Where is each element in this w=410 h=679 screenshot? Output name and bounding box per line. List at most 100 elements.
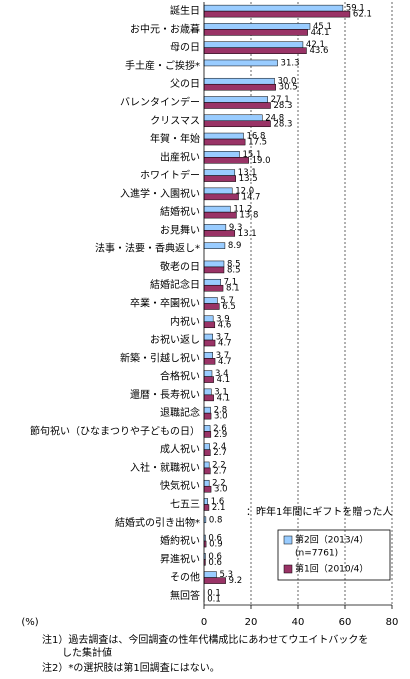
value-label: 3.7 xyxy=(216,333,230,343)
value-label: 13.8 xyxy=(239,211,258,221)
bar xyxy=(203,120,271,128)
legend-label: (n=7761) xyxy=(295,549,338,559)
value-label: 19.0 xyxy=(252,156,271,166)
y-tick-label: バレンタインデー xyxy=(120,96,200,109)
bar xyxy=(203,169,236,176)
value-label: 59.1 xyxy=(346,4,365,14)
y-tick-label: 無回答 xyxy=(170,589,200,602)
y-tick-label: 退職記念 xyxy=(160,406,200,419)
value-label: 9.3 xyxy=(229,223,243,233)
y-tick-label: 合格祝い xyxy=(160,370,200,383)
y-tick-label: 年賀・年始 xyxy=(150,132,200,145)
bar xyxy=(203,151,240,158)
value-label: 8.5 xyxy=(227,259,241,269)
y-tick-label: 新築・引越し祝い xyxy=(120,351,200,364)
y-tick-label: 快気祝い xyxy=(160,479,200,492)
value-label: 62.1 xyxy=(353,10,372,20)
y-tick-label: お中元・お歳暮 xyxy=(130,22,200,35)
value-label: 5.7 xyxy=(220,296,234,306)
bar xyxy=(203,321,216,329)
annotation: ：昨年1年間にギフトを贈った人 xyxy=(246,505,392,518)
value-label: 45.1 xyxy=(313,22,332,32)
bar xyxy=(203,132,244,140)
bar xyxy=(203,370,213,377)
bar xyxy=(203,230,236,237)
bar xyxy=(203,224,227,231)
value-label: 2.6 xyxy=(213,424,227,434)
x-tick-label: 20 xyxy=(245,617,258,628)
bar xyxy=(203,157,249,164)
bar xyxy=(203,59,278,67)
y-tick-label: 卒業・卒園祝い xyxy=(130,297,200,310)
y-tick-label: ホワイトデー xyxy=(140,169,200,182)
bar xyxy=(203,102,271,109)
y-tick-label: 手土産・ご挨拶* xyxy=(125,59,200,72)
bar xyxy=(203,297,218,304)
bar xyxy=(203,278,221,286)
bar xyxy=(203,4,344,12)
value-label: 4.7 xyxy=(218,339,232,349)
bar xyxy=(203,425,211,432)
legend-label: 第1回（2010/4） xyxy=(295,563,368,575)
x-tick-label: 0 xyxy=(201,617,207,628)
y-tick-label: 法事・法要・香典返し* xyxy=(95,242,200,255)
bar xyxy=(203,303,220,310)
bar xyxy=(203,498,209,505)
value-label: 2.2 xyxy=(212,460,226,470)
bar xyxy=(203,577,226,584)
value-label: 8.9 xyxy=(228,241,242,251)
value-label: 42.1 xyxy=(306,40,325,50)
value-label: 13.1 xyxy=(238,229,257,239)
note: した集計値 xyxy=(62,646,112,659)
bar xyxy=(203,83,276,91)
value-label: 3.7 xyxy=(216,351,230,361)
note: 注2）*の選択肢は第1回調査にはない。 xyxy=(42,661,220,674)
bar xyxy=(203,485,212,493)
value-label: 3.0 xyxy=(214,485,228,495)
bar xyxy=(203,10,351,18)
y-tick-label: 昇進祝い xyxy=(160,552,200,565)
value-label: 8.1 xyxy=(226,284,240,294)
bar xyxy=(203,388,212,396)
value-label: 8.5 xyxy=(227,265,241,275)
bar xyxy=(203,394,214,402)
value-label: 14.7 xyxy=(242,192,261,202)
value-label: 2.2 xyxy=(212,479,226,489)
value-label: 4.1 xyxy=(217,393,231,403)
value-label: 0.8 xyxy=(209,515,223,525)
value-label: 0.1 xyxy=(207,588,221,598)
bar xyxy=(203,29,308,36)
value-label: 2.7 xyxy=(213,466,227,476)
bar xyxy=(203,352,213,359)
value-label: 3.4 xyxy=(215,369,229,379)
y-tick-label: クリスマス xyxy=(150,115,200,127)
bar xyxy=(203,571,217,578)
y-tick-label: 婚約祝い xyxy=(160,534,200,547)
value-label: 0.9 xyxy=(209,540,223,550)
value-label: 4.6 xyxy=(218,320,232,330)
bar xyxy=(203,114,263,122)
bar xyxy=(203,187,233,195)
bar xyxy=(203,461,210,469)
y-tick-label: 成人祝い xyxy=(160,443,200,456)
bar xyxy=(203,358,216,365)
bar xyxy=(203,211,237,219)
bar xyxy=(203,339,216,347)
bar xyxy=(203,479,210,487)
bar xyxy=(203,406,211,414)
value-label: 0.6 xyxy=(208,552,222,562)
bar xyxy=(203,315,214,323)
note: 注1）過去調査は、今回調査の性年代構成比にあわせてウエイトバックを xyxy=(42,633,368,646)
value-label: 13.1 xyxy=(238,168,257,178)
bar xyxy=(203,41,304,48)
bar xyxy=(203,443,210,450)
x-tick-label: 80 xyxy=(386,617,399,628)
bar xyxy=(203,205,231,213)
value-label: 1.6 xyxy=(211,497,225,507)
value-label: 0.6 xyxy=(208,558,222,568)
y-tick-label: 内祝い xyxy=(170,315,200,328)
value-label: 28.3 xyxy=(274,119,293,129)
value-label: 0.6 xyxy=(208,534,222,544)
value-label: 44.1 xyxy=(311,28,330,38)
value-label: 24.8 xyxy=(265,113,284,123)
